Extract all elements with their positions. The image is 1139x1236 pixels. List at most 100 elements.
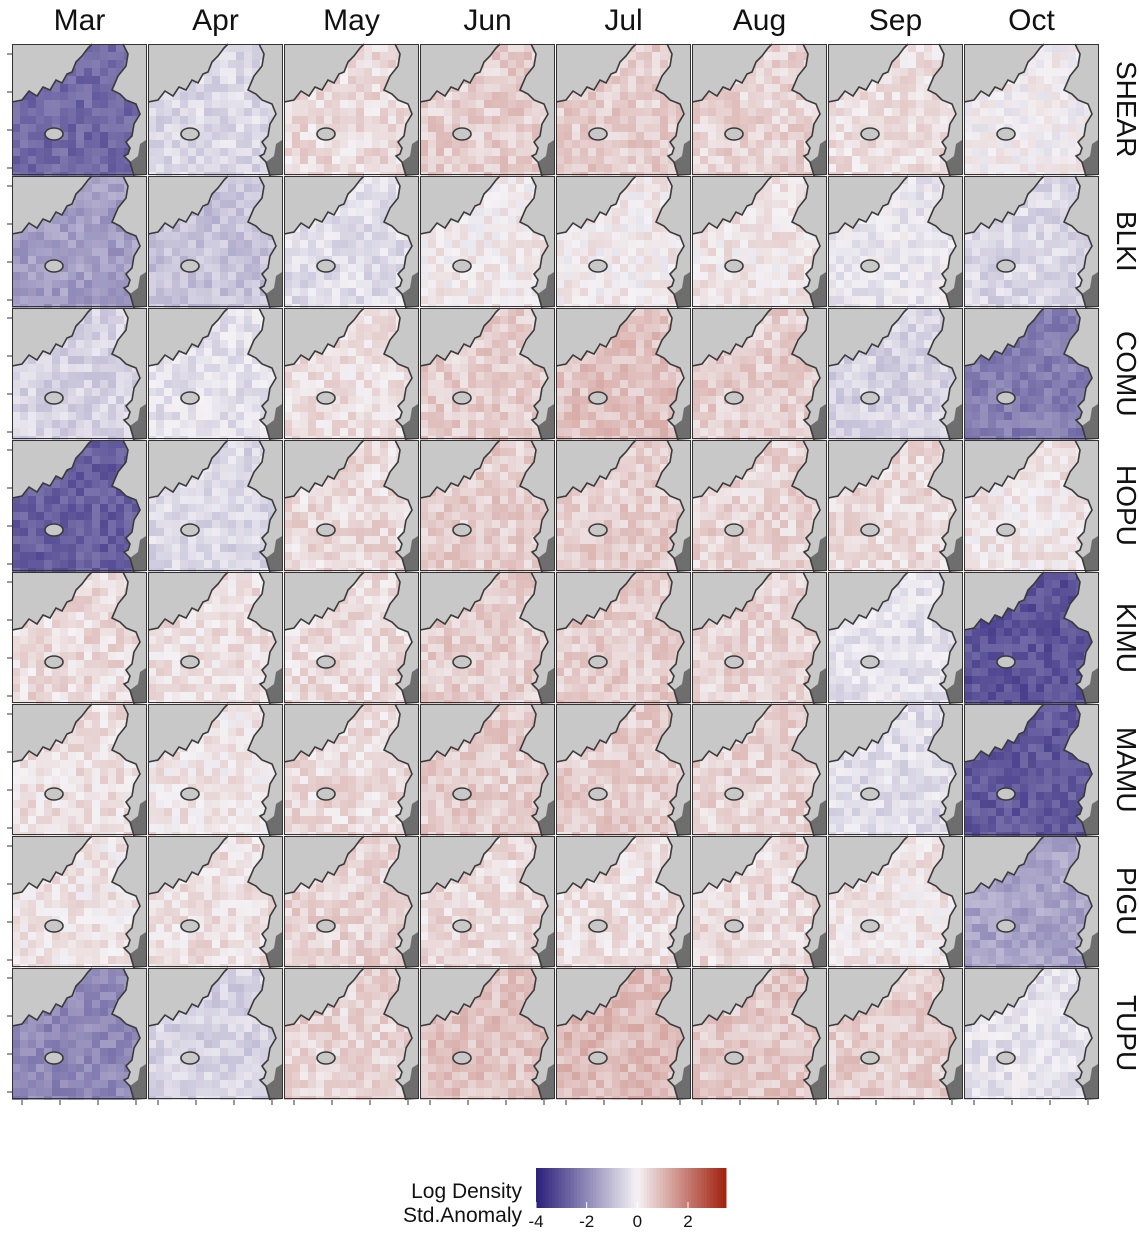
legend-swatch <box>684 1168 689 1208</box>
shoreline <box>963 967 1093 1101</box>
panel-border <box>148 440 283 571</box>
island <box>860 259 880 273</box>
panel-border <box>284 176 419 307</box>
row-label-kimu: KIMU <box>1111 602 1139 673</box>
shoreline <box>11 307 141 441</box>
shoreline <box>963 571 1093 705</box>
shoreline <box>691 307 821 441</box>
shoreline <box>419 439 549 573</box>
dark-land <box>674 140 691 176</box>
island <box>588 391 608 405</box>
shoreline <box>555 307 685 441</box>
shoreline <box>555 967 685 1101</box>
legend-swatch <box>694 1168 698 1208</box>
island <box>44 391 64 405</box>
panel-border <box>148 44 283 175</box>
island <box>316 919 336 933</box>
panel-border <box>828 440 963 571</box>
legend-swatch <box>548 1168 553 1208</box>
panel-shear-jul <box>555 43 692 177</box>
column-label-apr: Apr <box>192 4 239 37</box>
legend-swatch <box>637 1168 641 1208</box>
panel-border <box>12 704 147 835</box>
panel-mamu-jun <box>419 703 556 837</box>
panel-border <box>828 572 963 703</box>
panel-mamu-sep <box>827 703 964 837</box>
legend-colorbar <box>535 1168 727 1208</box>
island <box>724 787 744 801</box>
island <box>588 259 608 273</box>
island <box>996 1051 1016 1065</box>
legend-swatch <box>551 1168 556 1208</box>
dark-land <box>130 800 147 836</box>
dark-land <box>266 140 283 176</box>
dark-land <box>266 404 283 440</box>
row-label-comu: COMU <box>1111 330 1139 417</box>
panel-hopu-apr <box>147 439 284 573</box>
panel-border <box>556 704 691 835</box>
shoreline <box>827 175 957 309</box>
island <box>180 919 200 933</box>
shoreline <box>691 439 821 573</box>
island <box>588 919 608 933</box>
panel-border <box>964 44 1099 175</box>
island <box>44 523 64 537</box>
column-label-may: May <box>323 4 380 37</box>
dark-land <box>946 404 963 440</box>
island <box>860 127 880 141</box>
panel-hopu-mar <box>11 439 148 573</box>
panel-shear-may <box>283 43 420 177</box>
island <box>316 391 336 405</box>
panel-grid <box>11 43 1100 1101</box>
panel-border <box>964 176 1099 307</box>
shoreline <box>963 43 1093 177</box>
island <box>860 919 880 933</box>
legend-tick-label: -4 <box>528 1212 544 1231</box>
panel-border <box>692 44 827 175</box>
shoreline <box>147 439 277 573</box>
island <box>996 391 1016 405</box>
panel-blki-jul <box>555 175 692 309</box>
panel-comu-aug <box>691 307 828 441</box>
panel-border <box>692 836 827 967</box>
panel-border <box>284 836 419 967</box>
legend-title-line-1: Log Density <box>411 1180 522 1203</box>
shoreline <box>963 439 1093 573</box>
panel-mamu-oct <box>963 703 1100 837</box>
water-cells <box>964 968 1100 1100</box>
island <box>316 1051 336 1065</box>
island <box>180 655 200 669</box>
dark-land <box>538 1064 555 1100</box>
panel-blki-jun <box>419 175 556 309</box>
legend-swatch <box>586 1168 591 1208</box>
panel-border <box>420 704 555 835</box>
legend-swatch <box>665 1168 670 1208</box>
shoreline <box>11 175 141 309</box>
island <box>588 655 608 669</box>
legend-swatch <box>621 1168 626 1208</box>
panel-pigu-jul <box>555 835 692 969</box>
row-label-mamu: MAMU <box>1111 726 1139 813</box>
panel-hopu-oct <box>963 439 1100 573</box>
shoreline <box>419 307 549 441</box>
shoreline <box>147 307 277 441</box>
panel-kimu-apr <box>147 571 284 705</box>
panel-kimu-aug <box>691 571 828 705</box>
legend-swatch <box>542 1168 546 1208</box>
panel-border <box>828 704 963 835</box>
shoreline <box>419 175 549 309</box>
island <box>724 391 744 405</box>
island <box>452 127 472 141</box>
panel-hopu-may <box>283 439 420 573</box>
legend-swatch <box>618 1168 622 1208</box>
dark-land <box>1082 932 1099 968</box>
dark-land <box>810 800 827 836</box>
shoreline <box>691 571 821 705</box>
island <box>860 523 880 537</box>
dark-land <box>674 668 691 704</box>
dark-land <box>810 932 827 968</box>
legend-swatch <box>675 1168 679 1208</box>
panel-pigu-jun <box>419 835 556 969</box>
legend-swatch <box>564 1168 569 1208</box>
